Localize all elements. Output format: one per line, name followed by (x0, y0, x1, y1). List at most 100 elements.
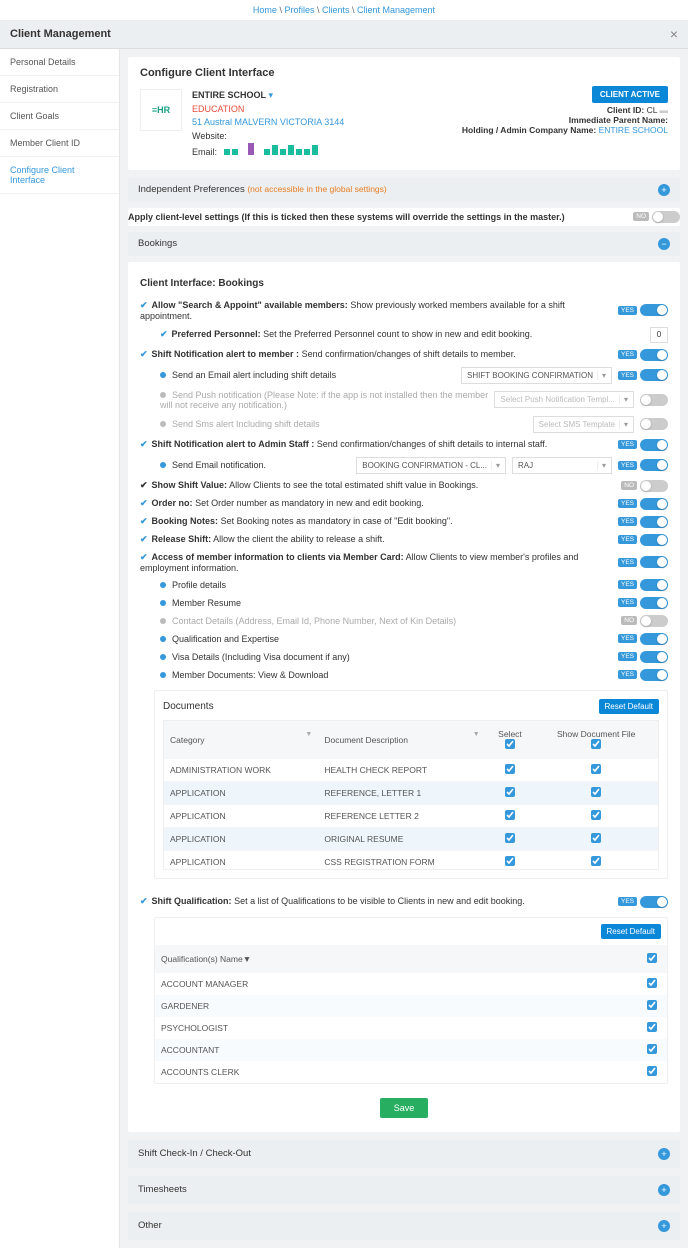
reset-default-button[interactable]: Reset Default (599, 699, 659, 714)
col-qual-name[interactable]: Qualification(s) Name▼ (155, 945, 637, 973)
doc-select-checkbox[interactable] (505, 856, 515, 866)
bc-clients[interactable]: Clients (322, 5, 350, 15)
filter-icon[interactable]: ▼ (243, 954, 251, 964)
toggle-yes: YES (618, 634, 637, 643)
chevron-down-icon[interactable]: ▾ (269, 90, 274, 100)
client-active-badge: CLIENT ACTIVE (592, 86, 668, 103)
doc-description: ORIGINAL RESUME (318, 827, 485, 850)
search-appoint-label: Allow "Search & Appoint" available membe… (152, 300, 348, 310)
shift-notif-member-label: Shift Notification alert to member : (152, 349, 300, 359)
filter-icon[interactable]: ▼ (305, 731, 312, 738)
filter-icon[interactable]: ▼ (473, 731, 480, 738)
sidebar-item-goals[interactable]: Client Goals (0, 103, 119, 130)
qual-exp-toggle[interactable] (640, 633, 668, 645)
show-all-checkbox[interactable] (591, 739, 601, 749)
client-name[interactable]: ENTIRE SCHOOL (192, 90, 266, 100)
toggle-yes: YES (618, 440, 637, 449)
release-shift-toggle[interactable] (640, 534, 668, 546)
toggle-yes: YES (618, 306, 637, 315)
email-redacted-strip (224, 143, 318, 155)
qual-checkbox[interactable] (647, 1066, 657, 1076)
search-appoint-toggle[interactable] (640, 304, 668, 316)
holding-company-link[interactable]: ENTIRE SCHOOL (599, 125, 668, 135)
website-label: Website: (192, 131, 227, 141)
expand-icon[interactable]: + (658, 184, 670, 196)
doc-show-checkbox[interactable] (591, 810, 601, 820)
member-resume-toggle[interactable] (640, 597, 668, 609)
close-icon[interactable]: × (670, 26, 678, 42)
sidebar-item-personal[interactable]: Personal Details (0, 49, 119, 76)
col-category[interactable]: Category▼ (164, 721, 318, 759)
doc-select-checkbox[interactable] (505, 833, 515, 843)
doc-select-checkbox[interactable] (505, 787, 515, 797)
check-icon: ✔ (140, 896, 148, 906)
qual-name: ACCOUNTS CLERK (155, 1061, 637, 1083)
collapse-icon[interactable]: − (658, 238, 670, 250)
save-button[interactable]: Save (380, 1098, 429, 1118)
qual-checkbox[interactable] (647, 1044, 657, 1054)
doc-show-checkbox[interactable] (591, 787, 601, 797)
shift-qual-toggle[interactable] (640, 896, 668, 908)
booking-notes-text: Set Booking notes as mandatory in case o… (221, 516, 453, 526)
qual-checkbox[interactable] (647, 978, 657, 988)
visa-details-text: Visa Details (Including Visa document if… (172, 652, 350, 662)
reset-default-button[interactable]: Reset Default (601, 924, 661, 939)
visa-details-toggle[interactable] (640, 651, 668, 663)
client-id-value: CL (647, 105, 658, 115)
doc-show-checkbox[interactable] (591, 856, 601, 866)
shift-notif-admin-toggle[interactable] (640, 439, 668, 451)
shift-notif-member-toggle[interactable] (640, 349, 668, 361)
contact-details-toggle[interactable] (640, 615, 668, 627)
doc-select-checkbox[interactable] (505, 810, 515, 820)
doc-show-checkbox[interactable] (591, 833, 601, 843)
apply-toggle[interactable] (652, 211, 680, 223)
access-member-toggle[interactable] (640, 556, 668, 568)
checkin-section-bar[interactable]: Shift Check-In / Check-Out + (128, 1140, 680, 1168)
qualifications-panel: Reset Default Qualification(s) Name▼ ACC… (154, 917, 668, 1084)
client-address[interactable]: 51 Austral MALVERN VICTORIA 3144 (192, 116, 452, 130)
profile-details-toggle[interactable] (640, 579, 668, 591)
independent-prefs-bar[interactable]: Independent Preferences (not accessible … (128, 178, 680, 202)
toggle-yes: YES (618, 897, 637, 906)
bc-current: Client Management (357, 5, 435, 15)
push-notif-toggle[interactable] (640, 394, 668, 406)
pref-count-input[interactable]: 0 (650, 327, 668, 343)
member-docs-toggle[interactable] (640, 669, 668, 681)
show-shift-value-toggle[interactable] (640, 480, 668, 492)
sms-alert-toggle[interactable] (640, 418, 668, 430)
expand-icon[interactable]: + (658, 1148, 670, 1160)
email-template-select[interactable]: SHIFT BOOKING CONFIRMATION (461, 367, 612, 384)
booking-notes-toggle[interactable] (640, 516, 668, 528)
toggle-yes: YES (618, 461, 637, 470)
col-description[interactable]: Document Description▼ (318, 721, 485, 759)
sidebar-item-member-id[interactable]: Member Client ID (0, 130, 119, 157)
bullet-icon (160, 392, 166, 398)
doc-show-checkbox[interactable] (591, 764, 601, 774)
timesheets-section-bar[interactable]: Timesheets+ (128, 1176, 680, 1204)
bookings-title: Bookings (138, 238, 177, 249)
table-row: ACCOUNTS CLERK (155, 1061, 667, 1083)
bc-home[interactable]: Home (253, 5, 277, 15)
admin-email-toggle[interactable] (640, 459, 668, 471)
documents-title: Documents (163, 701, 214, 712)
checkin-title: Shift Check-In / Check-Out (138, 1148, 251, 1159)
other-section-bar[interactable]: Other+ (128, 1212, 680, 1240)
sidebar-item-registration[interactable]: Registration (0, 76, 119, 103)
bullet-icon (160, 462, 166, 468)
email-alert-toggle[interactable] (640, 369, 668, 381)
doc-select-checkbox[interactable] (505, 764, 515, 774)
email-alert-text: Send an Email alert including shift deta… (172, 370, 336, 380)
select-all-checkbox[interactable] (505, 739, 515, 749)
qual-checkbox[interactable] (647, 1000, 657, 1010)
sidebar-item-configure[interactable]: Configure Client Interface (0, 157, 119, 194)
expand-icon[interactable]: + (658, 1184, 670, 1196)
expand-icon[interactable]: + (658, 1220, 670, 1232)
qual-select-all[interactable] (647, 953, 657, 963)
qual-name: ACCOUNTANT (155, 1039, 637, 1061)
admin-template-select[interactable]: BOOKING CONFIRMATION - CL... (356, 457, 506, 474)
bookings-section-bar[interactable]: Bookings − (128, 232, 680, 256)
order-no-toggle[interactable] (640, 498, 668, 510)
bc-profiles[interactable]: Profiles (284, 5, 314, 15)
admin-recipient-select[interactable]: RAJ (512, 457, 612, 474)
qual-checkbox[interactable] (647, 1022, 657, 1032)
